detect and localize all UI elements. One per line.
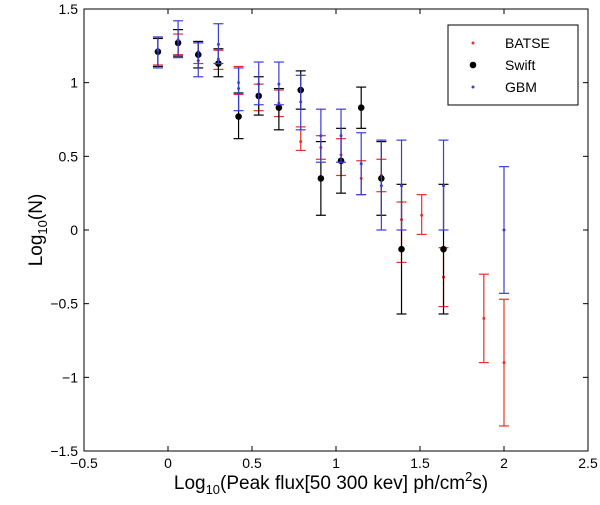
gbm-point [196, 59, 200, 63]
legend: BATSE Swift GBM [447, 24, 579, 106]
x-axis-label-sup: 2 [465, 469, 472, 484]
gbm-point [299, 100, 303, 104]
x-tick-label: 0 [164, 455, 172, 471]
x-axis-label-tail: s) [472, 473, 488, 494]
legend-marker-gbm [471, 85, 475, 89]
y-tick-label: 1.5 [59, 1, 79, 17]
series-gbm [152, 20, 509, 294]
gbm-point [156, 48, 160, 52]
swift-point [440, 245, 447, 253]
gbm-point [216, 42, 220, 46]
batse-point [482, 316, 486, 320]
gbm-point [339, 134, 343, 138]
y-tick-label: −1.5 [50, 443, 78, 459]
legend-marker-swift [469, 61, 477, 69]
legend-label-batse: BATSE [505, 35, 550, 51]
x-tick-label: 1 [332, 455, 340, 471]
batse-point [502, 361, 506, 365]
x-axis-label-prefix: Log [174, 473, 206, 494]
batse-point [420, 213, 424, 217]
gbm-point [176, 38, 180, 42]
gbm-point [257, 82, 261, 86]
gbm-point [277, 82, 281, 86]
batse-point [299, 140, 303, 144]
legend-box [447, 24, 579, 106]
legend-entries: BATSE Swift GBM [469, 35, 550, 95]
swift-point [398, 245, 405, 253]
y-axis-label-prefix: Log [26, 235, 47, 267]
y-axis-label-sub: 10 [35, 220, 50, 234]
y-tick-label: −1 [62, 369, 78, 385]
gbm-error-bar [152, 36, 163, 69]
x-tick-label: 2.5 [578, 455, 598, 471]
gbm-point [237, 87, 241, 91]
gbm-point [502, 228, 506, 232]
gbm-point [319, 134, 323, 138]
gbm-point [442, 184, 446, 188]
x-tick-label: 1.5 [410, 455, 430, 471]
swift-point [275, 104, 283, 112]
ticks-layer: −0.5 0 0.5 1 1.5 2 2.5 −1.5 −1 −0.5 0 0.5 1 1.5 [50, 1, 598, 471]
swift-point [357, 104, 365, 112]
gbm-point [379, 184, 383, 188]
gbm-point [359, 162, 363, 166]
x-axis-label-main: (Peak flux[50 300 kev] ph/cm [220, 473, 465, 494]
legend-label-gbm: GBM [505, 79, 537, 95]
x-axis-label-sub: 10 [206, 482, 220, 497]
x-tick-label: 2 [500, 455, 508, 471]
y-tick-label: 1 [70, 75, 78, 91]
swift-point [235, 113, 242, 120]
x-tick-label: 0.5 [242, 455, 262, 471]
x-tick-label: −0.5 [70, 455, 98, 471]
y-tick-label: 0 [70, 222, 78, 238]
y-tick-label: −0.5 [50, 296, 78, 312]
gbm-point [400, 184, 404, 188]
y-axis-label-main: (N) [26, 194, 47, 220]
swift-point [317, 175, 325, 182]
x-axis-label: Log10(Peak flux[50 300 kev] ph/cm2s) [174, 469, 488, 497]
y-axis-label: Log10(N) [26, 194, 50, 267]
series-layer [152, 20, 509, 427]
legend-label-swift: Swift [505, 57, 535, 73]
y-tick-label: 0.5 [59, 148, 79, 164]
legend-marker-batse [471, 41, 475, 45]
